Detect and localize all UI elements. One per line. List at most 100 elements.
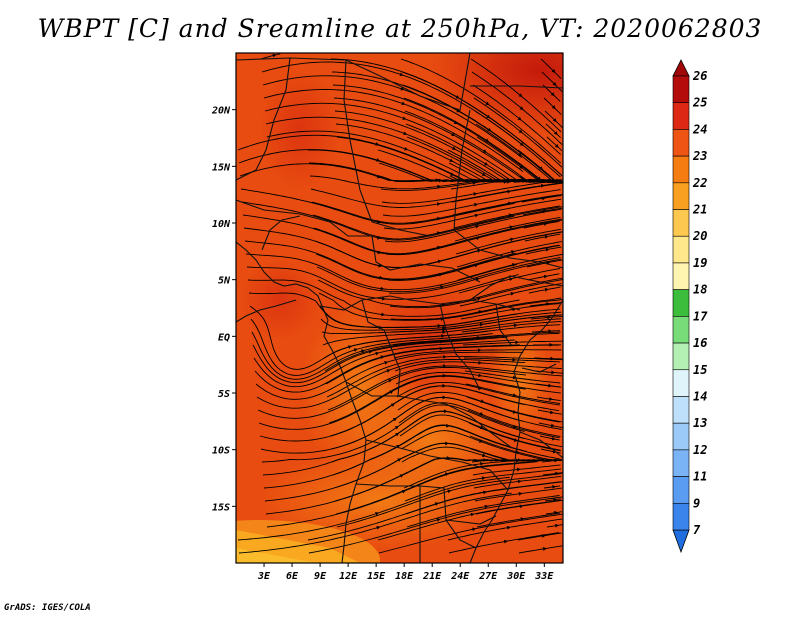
streamline (467, 409, 560, 439)
streamline-arrowhead (506, 525, 511, 530)
streamline (377, 499, 562, 541)
colorbar-segment (672, 235, 690, 264)
streamline (455, 228, 562, 255)
streamline-arrowhead (516, 467, 521, 472)
colorbar-label: 22 (692, 176, 707, 190)
streamline-arrowhead (554, 144, 559, 148)
streamline (451, 182, 563, 203)
streamline-arrowhead (555, 523, 559, 528)
streamline (335, 459, 560, 515)
streamline-arrowhead (376, 174, 381, 179)
streamline-arrowhead (451, 146, 456, 150)
streamline-arrowhead (395, 432, 400, 437)
streamline-arrowhead (442, 330, 446, 334)
streamline-arrowhead (552, 485, 556, 489)
streamline (262, 75, 523, 158)
streamline-arrowhead (434, 502, 439, 506)
colorbar-label: 17 (693, 309, 708, 323)
streamline-arrowhead (476, 236, 480, 241)
streamline-arrowhead (485, 138, 490, 143)
streamline (468, 422, 561, 452)
streamline (546, 136, 563, 151)
streamline (461, 321, 562, 333)
colorbar-label: 12 (693, 443, 707, 457)
colorbar-segment (672, 476, 690, 504)
streamline-arrowhead (403, 131, 408, 136)
streamline-arrowhead (477, 296, 481, 301)
latitude-axis: 20N 15N 10N 5N EQ 5S 10S 15S (211, 106, 236, 513)
longitude-axis: 3E 6E 9E 12E 15E 18E 21E 24E 27E 30E 33E (257, 563, 554, 582)
streamline-arrowhead (480, 461, 484, 466)
streamline-arrowhead (549, 397, 553, 401)
streamline-arrowhead (548, 383, 552, 388)
streamline (473, 475, 562, 489)
streamline-arrowhead (510, 291, 515, 296)
streamline (460, 303, 560, 320)
streamline-arrowhead (474, 263, 479, 268)
streamline (447, 518, 563, 541)
colorbar-upper-arrow (672, 59, 690, 77)
streamline (265, 457, 536, 515)
streamline-arrowhead (472, 181, 477, 185)
streamline-arrowhead (507, 189, 512, 194)
streamline (318, 292, 563, 321)
streamline-arrowhead (551, 105, 556, 109)
streamline-arrowhead (507, 201, 512, 206)
streamline-arrowhead (543, 274, 548, 279)
streamline (536, 396, 561, 402)
streamline (523, 220, 560, 229)
colorbar-segment (672, 102, 690, 130)
streamline (382, 189, 561, 217)
streamline-arrowhead (481, 172, 486, 176)
streamline-arrowhead (484, 504, 489, 509)
streamline (391, 314, 563, 333)
streamline-arrowhead (506, 178, 511, 182)
streamline-arrowhead (441, 334, 445, 338)
streamline-arrowhead (544, 235, 549, 239)
lat-tick-label: 10S (212, 446, 230, 457)
streamline-arrowhead (396, 444, 401, 449)
streamline-arrowhead (551, 436, 556, 441)
streamline (399, 414, 561, 451)
colorbar-segment (672, 289, 690, 317)
streamline (315, 244, 560, 281)
streamline-arrowhead (478, 360, 482, 365)
streamline (533, 357, 563, 360)
streamline (325, 344, 559, 385)
streamline (400, 430, 561, 461)
streamline (528, 286, 561, 294)
streamline (517, 149, 563, 183)
streamline-arrowhead (477, 348, 482, 353)
streamline-arrowhead (519, 165, 524, 169)
streamline-arrowhead (390, 403, 395, 407)
streamline (397, 391, 562, 423)
streamline-arrowhead (401, 101, 406, 106)
streamline-arrowhead (436, 518, 441, 522)
streamline-arrowhead (443, 364, 447, 368)
streamline (544, 110, 563, 128)
streamline-arrowhead (474, 202, 478, 207)
streamline-arrowhead (511, 263, 516, 267)
streamline-arrowhead (549, 410, 554, 415)
streamline-arrowhead (478, 439, 483, 443)
colorbar-segment (672, 502, 690, 531)
lat-tick-label: 5S (218, 389, 230, 400)
colorbar-segment (672, 129, 690, 157)
streamline (240, 188, 515, 225)
streamline (458, 268, 561, 294)
streamline-arrowhead (479, 425, 484, 430)
streamline-arrowhead (480, 399, 485, 403)
streamline (256, 359, 526, 409)
streamline-arrowhead (517, 479, 522, 484)
streamline (316, 257, 561, 293)
lat-tick-label: 20N (211, 106, 231, 117)
streamline-arrowhead (551, 69, 556, 73)
streamline (475, 123, 561, 182)
streamline (540, 58, 562, 79)
streamline (396, 381, 560, 406)
streamline (401, 71, 563, 177)
lat-tick-label: 5N (218, 276, 231, 287)
streamline (237, 476, 510, 541)
streamline (546, 524, 563, 528)
streamline (454, 217, 561, 242)
